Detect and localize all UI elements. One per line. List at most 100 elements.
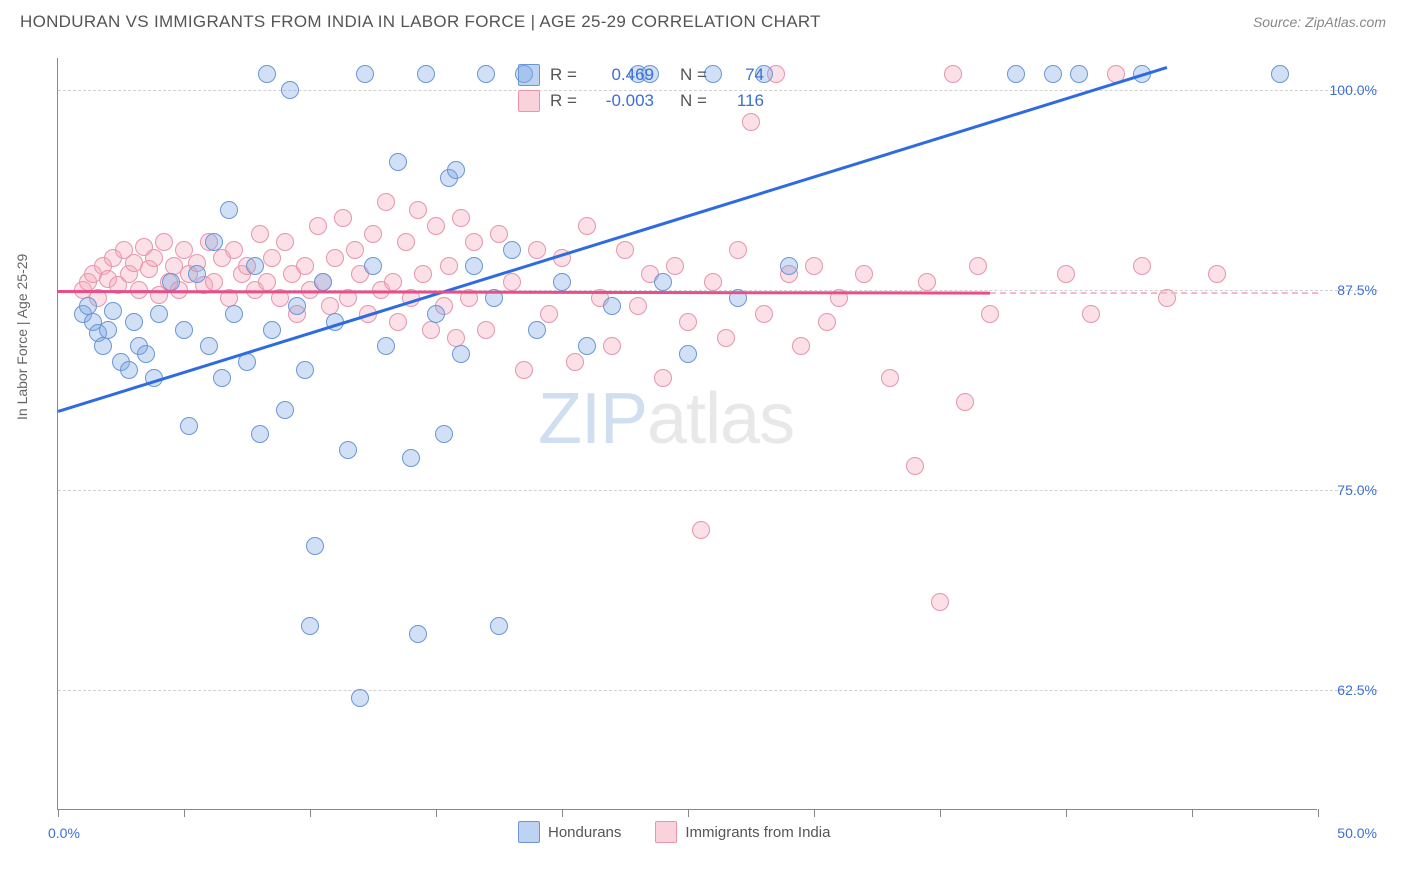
data-point bbox=[666, 257, 684, 275]
data-point bbox=[603, 297, 621, 315]
trend-line bbox=[58, 290, 990, 294]
data-point bbox=[742, 113, 760, 131]
data-point bbox=[1208, 265, 1226, 283]
legend-item-india: Immigrants from India bbox=[655, 821, 830, 843]
blue-swatch-icon bbox=[518, 821, 540, 843]
data-point bbox=[150, 305, 168, 323]
data-point bbox=[120, 361, 138, 379]
data-point bbox=[679, 345, 697, 363]
data-point bbox=[1044, 65, 1062, 83]
blue-n-value: 74 bbox=[724, 65, 764, 85]
x-tick bbox=[310, 809, 311, 817]
data-point bbox=[258, 273, 276, 291]
data-point bbox=[654, 273, 672, 291]
data-point bbox=[1082, 305, 1100, 323]
data-point bbox=[515, 361, 533, 379]
data-point bbox=[296, 257, 314, 275]
data-point bbox=[452, 209, 470, 227]
data-point bbox=[906, 457, 924, 475]
data-point bbox=[477, 321, 495, 339]
y-tick-label: 62.5% bbox=[1337, 682, 1377, 698]
data-point bbox=[258, 65, 276, 83]
data-point bbox=[440, 257, 458, 275]
data-point bbox=[409, 625, 427, 643]
y-axis-label: In Labor Force | Age 25-29 bbox=[14, 254, 30, 420]
data-point bbox=[417, 65, 435, 83]
data-point bbox=[213, 369, 231, 387]
data-point bbox=[296, 361, 314, 379]
data-point bbox=[180, 417, 198, 435]
legend-item-hondurans: Hondurans bbox=[518, 821, 621, 843]
x-axis-min-label: 0.0% bbox=[48, 825, 80, 841]
data-point bbox=[578, 337, 596, 355]
data-point bbox=[629, 297, 647, 315]
data-point bbox=[792, 337, 810, 355]
data-point bbox=[314, 273, 332, 291]
legend-row-blue: R = 0.469 N = 74 bbox=[518, 64, 764, 86]
pink-swatch-icon bbox=[655, 821, 677, 843]
data-point bbox=[276, 401, 294, 419]
data-point bbox=[155, 233, 173, 251]
data-point bbox=[447, 161, 465, 179]
data-point bbox=[818, 313, 836, 331]
data-point bbox=[137, 345, 155, 363]
data-point bbox=[389, 313, 407, 331]
gridline bbox=[58, 490, 1378, 491]
data-point bbox=[351, 689, 369, 707]
data-point bbox=[503, 273, 521, 291]
data-point bbox=[384, 273, 402, 291]
data-point bbox=[309, 217, 327, 235]
data-point bbox=[1070, 65, 1088, 83]
data-point bbox=[263, 249, 281, 267]
data-point bbox=[306, 537, 324, 555]
r-label: R = bbox=[550, 91, 584, 111]
r-label: R = bbox=[550, 65, 584, 85]
data-point bbox=[1007, 65, 1025, 83]
data-point bbox=[125, 313, 143, 331]
data-point bbox=[931, 593, 949, 611]
data-point bbox=[220, 201, 238, 219]
data-point bbox=[276, 233, 294, 251]
data-point bbox=[603, 337, 621, 355]
chart-title: HONDURAN VS IMMIGRANTS FROM INDIA IN LAB… bbox=[20, 12, 821, 32]
data-point bbox=[205, 233, 223, 251]
data-point bbox=[162, 273, 180, 291]
data-point bbox=[578, 217, 596, 235]
pink-n-value: 116 bbox=[724, 91, 764, 111]
data-point bbox=[855, 265, 873, 283]
x-axis-max-label: 50.0% bbox=[1337, 825, 1377, 841]
x-tick bbox=[1192, 809, 1193, 817]
data-point bbox=[427, 217, 445, 235]
n-label: N = bbox=[680, 91, 714, 111]
data-point bbox=[397, 233, 415, 251]
data-point bbox=[251, 225, 269, 243]
data-point bbox=[364, 225, 382, 243]
data-point bbox=[288, 297, 306, 315]
data-point bbox=[104, 302, 122, 320]
x-tick bbox=[1066, 809, 1067, 817]
header: HONDURAN VS IMMIGRANTS FROM INDIA IN LAB… bbox=[0, 0, 1406, 40]
blue-r-value: 0.469 bbox=[594, 65, 654, 85]
data-point bbox=[301, 617, 319, 635]
x-tick bbox=[562, 809, 563, 817]
data-point bbox=[205, 273, 223, 291]
data-point bbox=[465, 233, 483, 251]
data-point bbox=[553, 273, 571, 291]
data-point bbox=[465, 257, 483, 275]
trend-line bbox=[990, 292, 1318, 294]
data-point bbox=[528, 241, 546, 259]
data-point bbox=[346, 241, 364, 259]
data-point bbox=[679, 313, 697, 331]
data-point bbox=[263, 321, 281, 339]
data-point bbox=[616, 241, 634, 259]
data-point bbox=[704, 273, 722, 291]
data-point bbox=[409, 201, 427, 219]
data-point bbox=[225, 305, 243, 323]
data-point bbox=[435, 425, 453, 443]
series-legend: Hondurans Immigrants from India bbox=[518, 821, 830, 843]
data-point bbox=[490, 617, 508, 635]
data-point bbox=[414, 265, 432, 283]
data-point bbox=[528, 321, 546, 339]
data-point bbox=[566, 353, 584, 371]
data-point bbox=[246, 257, 264, 275]
